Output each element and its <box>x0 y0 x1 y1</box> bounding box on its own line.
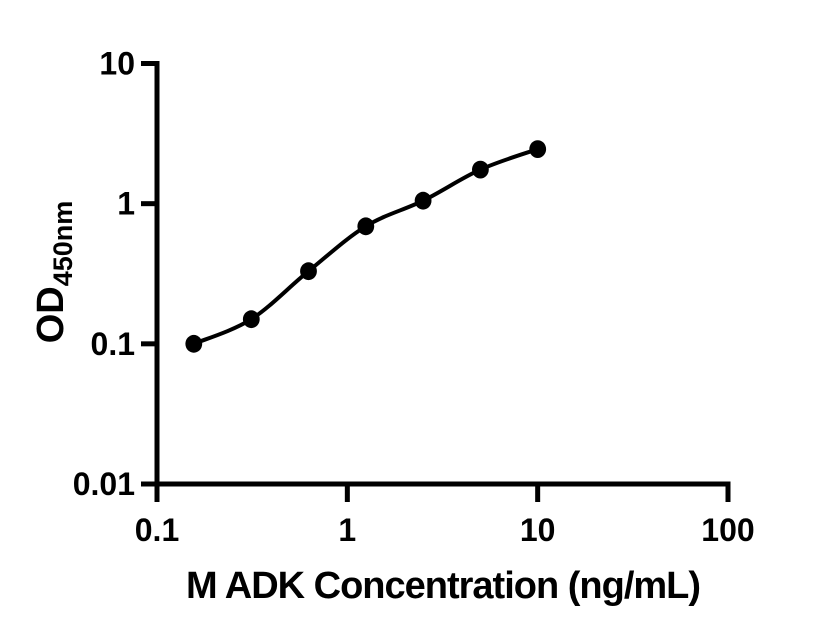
x-tick-label: 100 <box>701 512 754 548</box>
data-point <box>242 310 260 329</box>
y-tick-label: 0.1 <box>91 326 135 362</box>
data-point <box>472 160 489 179</box>
data-point <box>357 217 375 236</box>
y-tick-label: 0.01 <box>73 466 135 502</box>
x-tick-label: 10 <box>520 512 556 548</box>
y-axis-title: OD450nm <box>30 201 78 344</box>
y-axis-title-subscript: 450nm <box>48 201 78 287</box>
y-tick-label: 1 <box>117 186 135 222</box>
data-point <box>414 191 432 210</box>
x-tick-label: 1 <box>338 512 356 548</box>
y-tick-label: 10 <box>99 46 135 82</box>
x-axis-title: M ADK Concentration (ng/mL) <box>186 565 700 607</box>
data-point <box>300 262 317 281</box>
x-tick-label: 0.1 <box>135 512 179 548</box>
y-axis-title-main: OD <box>30 286 72 343</box>
data-point <box>529 140 547 159</box>
data-point <box>185 334 203 353</box>
